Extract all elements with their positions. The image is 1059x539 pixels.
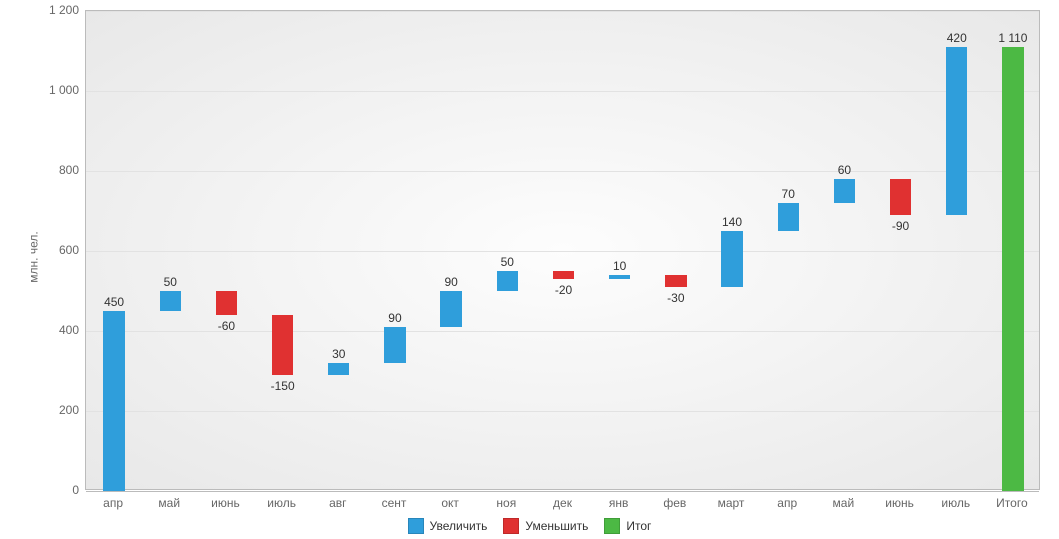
- legend-item: Уменьшить: [503, 518, 588, 534]
- legend-item: Итог: [604, 518, 651, 534]
- y-tick-label: 1 000: [49, 83, 79, 97]
- gridline: [86, 91, 1039, 92]
- legend-swatch: [408, 518, 424, 534]
- bar-value-label: -150: [271, 379, 295, 393]
- y-tick-label: 600: [59, 243, 79, 257]
- y-tick-label: 800: [59, 163, 79, 177]
- bar-value-label: -90: [892, 219, 909, 233]
- bar-increase: [160, 291, 181, 311]
- x-tick-label: ноя: [496, 496, 516, 510]
- gridline: [86, 411, 1039, 412]
- bar-value-label: 10: [613, 259, 626, 273]
- bar-increase: [497, 271, 518, 291]
- plot-area: 450 50 -60 -150 30 90 90 50 -20 10 -30 140 70 60 -90 42…: [85, 10, 1040, 490]
- bar-decrease: [665, 275, 686, 287]
- x-tick-label: июнь: [885, 496, 914, 510]
- gridline: [86, 11, 1039, 12]
- x-tick-label: окт: [441, 496, 459, 510]
- bar-value-label: 30: [332, 347, 345, 361]
- x-tick-label: дек: [553, 496, 572, 510]
- y-tick-label: 400: [59, 323, 79, 337]
- legend-label: Уменьшить: [525, 519, 588, 533]
- bar-value-label: 420: [947, 31, 967, 45]
- x-tick-label: авг: [329, 496, 346, 510]
- gridline: [86, 251, 1039, 252]
- bar-decrease: [890, 179, 911, 215]
- legend: Увеличить Уменьшить Итог: [0, 518, 1059, 534]
- bar-value-label: 50: [164, 275, 177, 289]
- legend-swatch: [604, 518, 620, 534]
- bar-increase: [946, 47, 967, 215]
- bar-value-label: 90: [388, 311, 401, 325]
- legend-label: Увеличить: [430, 519, 488, 533]
- bar-value-label: 140: [722, 215, 742, 229]
- bar-increase: [834, 179, 855, 203]
- bar-value-label: 450: [104, 295, 124, 309]
- bar-value-label: 1 110: [998, 31, 1027, 45]
- x-tick-label: май: [833, 496, 855, 510]
- x-tick-label: апр: [103, 496, 123, 510]
- bar-decrease: [216, 291, 237, 315]
- bar-increase: [384, 327, 405, 363]
- x-tick-label: янв: [609, 496, 629, 510]
- bar-value-label: 50: [501, 255, 514, 269]
- legend-label: Итог: [626, 519, 651, 533]
- legend-item: Увеличить: [408, 518, 488, 534]
- bar-decrease: [553, 271, 574, 279]
- x-tick-label: фев: [663, 496, 686, 510]
- x-tick-label: июль: [941, 496, 970, 510]
- x-tick-label: апр: [777, 496, 797, 510]
- legend-swatch: [503, 518, 519, 534]
- y-axis-title: млн. чел.: [27, 231, 41, 282]
- x-tick-label: май: [158, 496, 180, 510]
- x-axis-line: [86, 491, 1039, 492]
- bar-increase: [721, 231, 742, 287]
- bar-increase: [328, 363, 349, 375]
- waterfall-chart: 450 50 -60 -150 30 90 90 50 -20 10 -30 140 70 60 -90 42…: [0, 0, 1059, 539]
- bar-increase: [778, 203, 799, 231]
- bar-increase: [609, 275, 630, 279]
- x-tick-label: июнь: [211, 496, 240, 510]
- x-tick-label: Итого: [996, 496, 1027, 510]
- gridline: [86, 171, 1039, 172]
- x-tick-label: март: [718, 496, 745, 510]
- bar-value-label: 70: [782, 187, 795, 201]
- bar-total: [1002, 47, 1023, 491]
- x-tick-label: июль: [267, 496, 296, 510]
- bars-layer: 450 50 -60 -150 30 90 90 50 -20 10 -30 140 70 60 -90 42…: [86, 11, 1039, 489]
- x-tick-label: сент: [382, 496, 407, 510]
- bar-value-label: 60: [838, 163, 851, 177]
- bar-value-label: -60: [218, 319, 235, 333]
- bar-value-label: -30: [667, 291, 684, 305]
- bar-value-label: -20: [555, 283, 572, 297]
- bar-value-label: 90: [444, 275, 457, 289]
- y-tick-label: 200: [59, 403, 79, 417]
- bar-decrease: [272, 315, 293, 375]
- bar-increase: [103, 311, 124, 491]
- y-tick-label: 0: [72, 483, 79, 497]
- bar-increase: [440, 291, 461, 327]
- y-tick-label: 1 200: [49, 3, 79, 17]
